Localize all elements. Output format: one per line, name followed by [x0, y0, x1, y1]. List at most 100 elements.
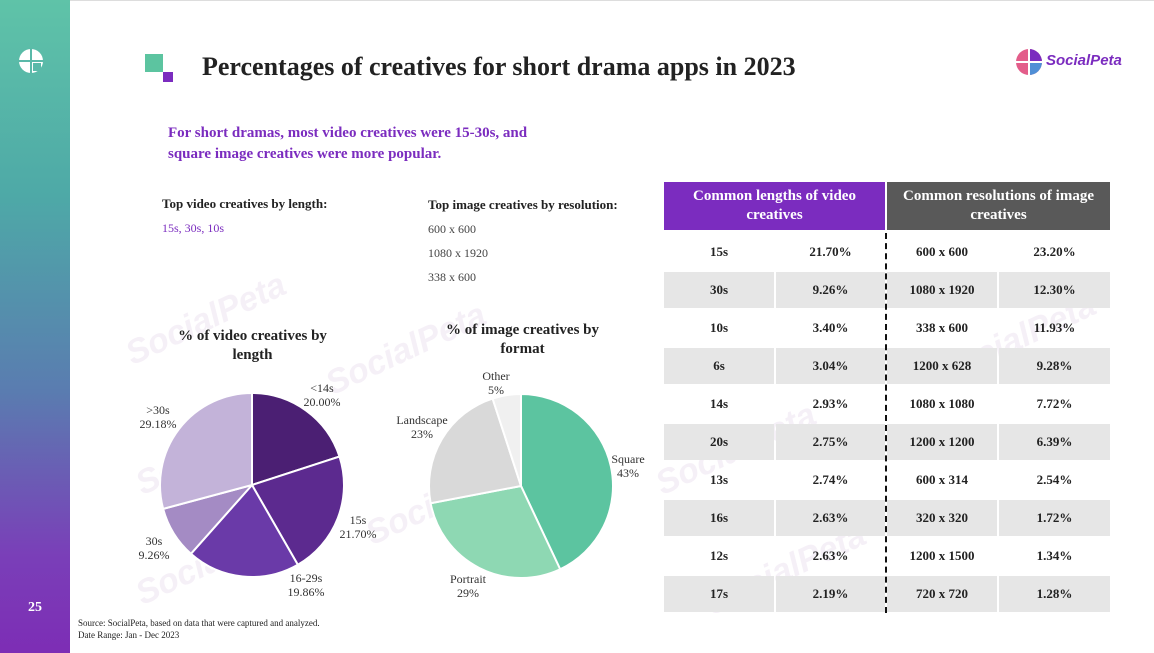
pie-slice-16-29s [189, 483, 300, 578]
table-cell-len: 15s [709, 244, 729, 259]
top-video-heading: Top video creatives by length: [162, 196, 328, 211]
table-header-resolutions: Common resolutions of image creatives [887, 182, 1110, 230]
pie-label-value: 5% [488, 383, 504, 397]
pie-slice-other [491, 392, 522, 487]
top-border [70, 0, 1154, 1]
table-cell-res: 338 x 600 [916, 320, 968, 335]
pie-label-square: Square 43% [606, 452, 650, 480]
pie-label-value: 29.18% [139, 417, 177, 431]
table-header-lengths: Common lengths of video creatives [664, 182, 885, 230]
table-cell-len-pct: 3.04% [776, 348, 885, 384]
pie-label-name: 15s [349, 513, 367, 527]
title-decoration-icon [145, 54, 173, 82]
pie-label-portrait: Portrait 29% [446, 572, 490, 600]
video-chart-title: % of video creatives by length [160, 327, 345, 365]
chart-title-line: % of image creatives by [445, 322, 600, 338]
pie-slice--30s [159, 391, 253, 511]
image-chart-title: % of image creatives by format [425, 321, 620, 359]
chart-title-line: format [500, 341, 545, 357]
table-cell-len: 17s [664, 576, 774, 612]
table-cell-len: 10s [709, 320, 729, 335]
pie-label-gt30s: >30s 29.18% [136, 403, 180, 431]
table-cell-len-pct: 2.63% [812, 548, 849, 563]
pie-slice-15s [250, 455, 345, 567]
page-number: 25 [28, 600, 42, 615]
pie-label-value: 19.86% [287, 585, 325, 599]
table-cell-res-pct: 23.20% [1033, 244, 1076, 259]
report-logo-icon [18, 48, 44, 74]
table-cell-len-pct: 2.93% [812, 396, 849, 411]
brand-logo-icon [1016, 49, 1042, 75]
chart-title-line: % of video creatives by [178, 328, 327, 344]
top-image-item: 1080 x 1920 [428, 246, 488, 260]
table-cell-len: 12s [709, 548, 729, 563]
chart-title-line: length [232, 347, 273, 363]
pie-label-name: >30s [146, 403, 170, 417]
table-cell-len: 13s [709, 472, 729, 487]
table-cell-res-pct: 1.72% [999, 500, 1110, 536]
page-title: Percentages of creatives for short drama… [202, 52, 796, 81]
image-format-pie-chart [428, 392, 614, 579]
table-cell-res-pct: 12.30% [999, 272, 1110, 308]
pie-label-name: Portrait [450, 572, 486, 586]
table-cell-len-pct: 21.70% [809, 244, 852, 259]
table-divider [885, 233, 887, 613]
pie-label-30s: 30s 9.26% [132, 534, 176, 562]
table-cell-res-pct: 7.72% [1036, 396, 1073, 411]
pie-label-value: 20.00% [303, 395, 341, 409]
video-length-pie-chart [159, 391, 345, 578]
pie-label-name: 16-29s [289, 571, 323, 585]
table-cell-len-pct: 2.74% [812, 472, 849, 487]
table-cell-res-pct: 1.34% [1036, 548, 1073, 563]
table-cell-len: 6s [664, 348, 774, 384]
table-cell-res-pct: 11.93% [1033, 320, 1076, 335]
pie-label-value: 21.70% [339, 527, 377, 541]
pie-label-value: 9.26% [138, 548, 170, 562]
source-line: Source: SocialPeta, based on data that w… [78, 618, 320, 628]
pie-label-value: 43% [617, 466, 639, 480]
table-cell-res: 1200 x 1500 [909, 548, 975, 563]
table-cell-res: 720 x 720 [887, 576, 997, 612]
table-cell-len: 20s [664, 424, 774, 460]
top-image-item: 338 x 600 [428, 270, 476, 284]
table-cell-res: 600 x 600 [916, 244, 968, 259]
table-cell-res: 1080 x 1920 [887, 272, 997, 308]
top-image-heading: Top image creatives by resolution: [428, 197, 618, 212]
top-image-item: 600 x 600 [428, 222, 476, 236]
table-cell-len: 30s [664, 272, 774, 308]
table-cell-len-pct: 2.75% [776, 424, 885, 460]
table-cell-len-pct: 2.63% [776, 500, 885, 536]
pie-label-name: <14s [310, 381, 334, 395]
pie-label-name: 30s [145, 534, 163, 548]
table-cell-res: 1080 x 1080 [909, 396, 975, 411]
table-cell-res: 320 x 320 [887, 500, 997, 536]
pie-label-name: Square [611, 452, 645, 466]
table-cell-len: 14s [709, 396, 729, 411]
table-cell-len-pct: 9.26% [776, 272, 885, 308]
table-cell-len-pct: 3.40% [812, 320, 849, 335]
brand-name: SocialPeta [1046, 52, 1122, 69]
source-line: Date Range: Jan - Dec 2023 [78, 630, 180, 640]
top-video-value: 15s, 30s, 10s [162, 221, 225, 235]
table-cell-res: 600 x 314 [916, 472, 968, 487]
table-cell-len-pct: 2.19% [776, 576, 885, 612]
pie-label-name: Landscape [396, 413, 448, 427]
subtitle-line: For short dramas, most video creatives w… [168, 125, 528, 141]
pie-label-lt14s: <14s 20.00% [300, 381, 344, 409]
pie-slice--14s [251, 391, 341, 487]
subtitle-line: square image creatives were more popular… [168, 146, 442, 162]
table-cell-res-pct: 1.28% [999, 576, 1110, 612]
pie-label-landscape: Landscape 23% [392, 413, 452, 441]
pie-label-value: 23% [411, 427, 433, 441]
pie-slice-landscape [428, 397, 523, 505]
pie-slice-square [520, 392, 614, 571]
pie-label-15s: 15s 21.70% [336, 513, 380, 541]
pie-label-other: Other 5% [474, 369, 518, 397]
table-cell-res-pct: 6.39% [999, 424, 1110, 460]
table-cell-res-pct: 2.54% [1036, 472, 1073, 487]
pie-slice-portrait [429, 484, 562, 579]
sidebar: 25 [0, 0, 70, 653]
table-cell-res: 1200 x 1200 [887, 424, 997, 460]
source-note: Source: SocialPeta, based on data that w… [78, 617, 320, 641]
table-cell-res-pct: 9.28% [999, 348, 1110, 384]
